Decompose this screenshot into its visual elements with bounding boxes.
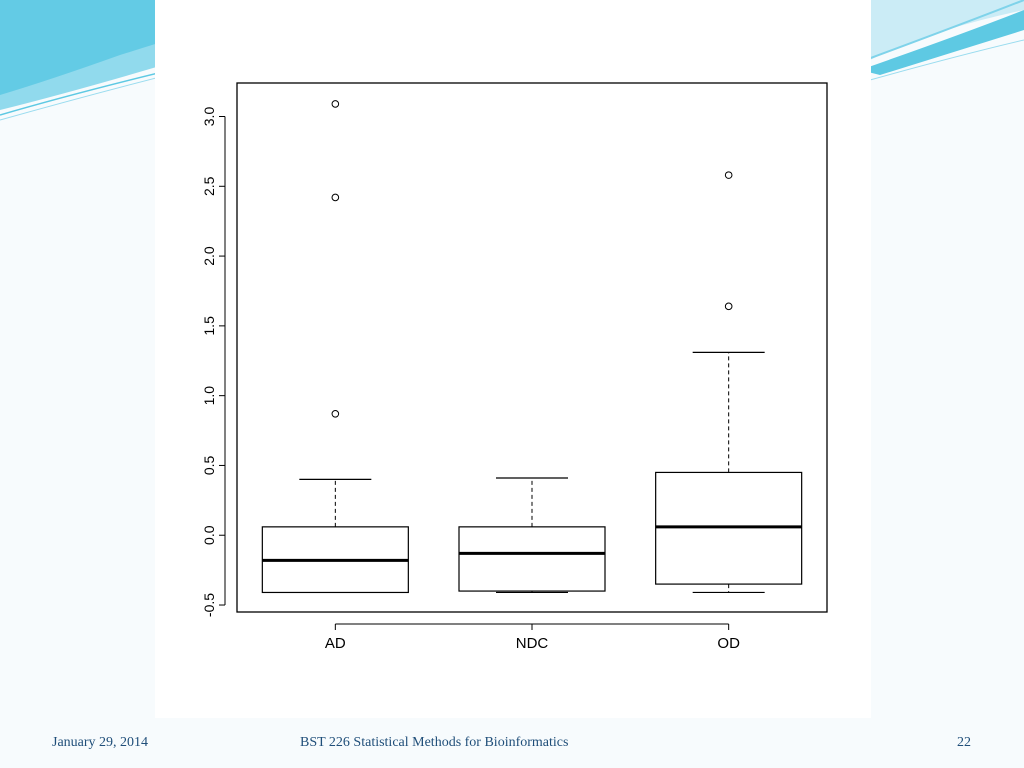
y-tick-label: 2.5 xyxy=(201,176,217,196)
outlier-point xyxy=(724,171,733,179)
footer-date: January 29, 2014 xyxy=(52,735,149,750)
x-axis: AD NDC OD xyxy=(325,623,740,652)
y-tick-label: -0.5 xyxy=(201,593,217,617)
outlier-point xyxy=(331,100,340,108)
x-tick-label-od: OD xyxy=(717,635,740,652)
outlier-point xyxy=(331,409,340,418)
outlier-point xyxy=(331,193,340,202)
boxplot-panel: -0.5 0.0 0.5 1.0 1.5 2.0 2.5 3.0 AD NDC OD xyxy=(155,0,871,718)
footer-page-number: 22 xyxy=(957,735,971,750)
plot-frame xyxy=(236,82,828,613)
y-tick-label: 0.5 xyxy=(201,456,217,476)
outlier-point xyxy=(724,302,733,311)
footer-course-title: BST 226 Statistical Methods for Bioinfor… xyxy=(300,735,569,750)
y-tick-label: 2.0 xyxy=(201,246,217,266)
box-ad xyxy=(261,100,409,594)
x-tick-label-ad: AD xyxy=(325,635,346,652)
box-od xyxy=(655,171,803,594)
y-axis: -0.5 0.0 0.5 1.0 1.5 2.0 2.5 3.0 xyxy=(201,107,226,617)
box-iqr xyxy=(458,526,606,592)
boxplot-chart: -0.5 0.0 0.5 1.0 1.5 2.0 2.5 3.0 AD NDC OD xyxy=(201,82,828,652)
box-ndc xyxy=(458,477,606,594)
boxes xyxy=(261,100,803,594)
y-tick-label: 0.0 xyxy=(201,525,217,545)
x-tick-label-ndc: NDC xyxy=(516,635,549,652)
y-tick-label: 1.0 xyxy=(201,386,217,406)
y-tick-label: 3.0 xyxy=(201,107,217,127)
y-tick-label: 1.5 xyxy=(201,316,217,336)
